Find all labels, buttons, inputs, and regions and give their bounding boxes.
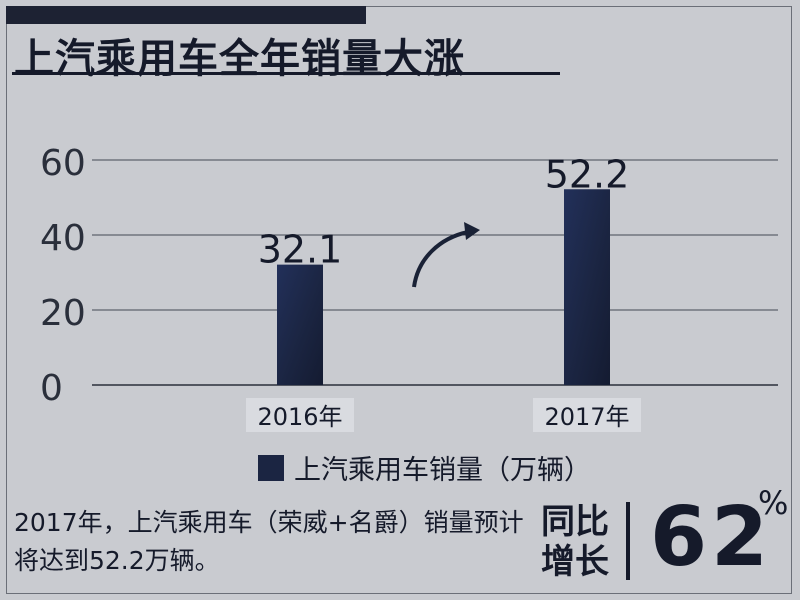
growth-arrow-head-icon <box>464 222 480 240</box>
data-labels: 32.1 52.2 <box>258 152 630 271</box>
chart-legend: 上汽乘用车销量（万辆） <box>258 448 591 487</box>
frame-border <box>6 6 792 594</box>
growth-value: 62 <box>650 490 773 585</box>
grid-lines <box>92 159 778 386</box>
growth-label-line2: 增长 <box>541 542 609 582</box>
x-category-label: 2017年 <box>544 403 629 431</box>
description-text: 2017年，上汽乘用车（荣威+名爵）销量预计将达到52.2万辆。 <box>14 508 524 575</box>
y-tick-label: 20 <box>40 293 86 334</box>
y-axis-ticks: 0 20 40 60 <box>40 143 86 409</box>
bar-value-label: 32.1 <box>258 228 343 272</box>
growth-arrow-icon <box>412 230 469 288</box>
x-axis-categories: 2016年 2017年 <box>246 398 641 432</box>
category-label-bg <box>246 398 354 432</box>
y-tick-label: 60 <box>40 143 86 184</box>
growth-unit: % <box>758 484 789 522</box>
legend-label: 上汽乘用车销量（万辆） <box>294 455 591 486</box>
growth-label: 同比 增长 <box>541 502 621 582</box>
bars <box>277 189 610 385</box>
y-tick-label: 40 <box>40 218 86 259</box>
bar-chart: 0 20 40 60 32.1 52.2 2016年 2017年 <box>40 143 778 432</box>
title-accent-bar <box>6 6 366 24</box>
title-underline <box>12 72 560 75</box>
growth-divider <box>626 502 630 580</box>
y-tick-label: 0 <box>40 368 63 409</box>
legend-swatch <box>258 454 284 481</box>
bar-value-label: 52.2 <box>545 152 630 196</box>
category-label-bg <box>533 398 641 432</box>
bar <box>277 264 323 385</box>
x-category-label: 2016年 <box>257 403 342 431</box>
growth-label-line1: 同比 <box>541 502 609 542</box>
bar <box>564 189 610 385</box>
